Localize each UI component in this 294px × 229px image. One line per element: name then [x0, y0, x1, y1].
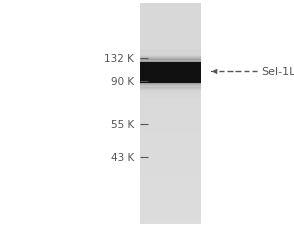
Bar — [140, 48, 201, 49]
Bar — [140, 52, 201, 56]
Bar — [140, 45, 201, 49]
Bar — [140, 180, 201, 184]
Bar — [140, 48, 201, 52]
Bar — [140, 158, 201, 162]
Bar — [140, 19, 201, 23]
Bar — [140, 61, 201, 63]
Bar — [140, 136, 201, 140]
Bar — [140, 111, 201, 114]
Bar — [140, 53, 201, 55]
Bar — [140, 188, 201, 191]
Bar — [140, 8, 201, 12]
Bar — [140, 89, 201, 93]
Bar — [140, 118, 201, 122]
Bar — [140, 107, 201, 111]
Text: 90 K: 90 K — [111, 76, 134, 86]
Text: 43 K: 43 K — [111, 152, 134, 162]
Bar — [140, 85, 201, 89]
Bar — [140, 88, 201, 89]
Bar — [140, 144, 201, 147]
Bar — [140, 90, 201, 92]
Bar — [140, 147, 201, 151]
Bar — [140, 56, 201, 60]
Bar — [140, 140, 201, 144]
Bar — [140, 91, 201, 93]
Bar — [140, 103, 201, 107]
Bar — [140, 15, 201, 19]
Bar — [140, 83, 201, 85]
Bar — [140, 199, 201, 202]
Bar — [140, 93, 201, 95]
Bar — [140, 95, 201, 96]
Bar — [140, 12, 201, 16]
Bar — [140, 202, 201, 206]
Bar — [140, 96, 201, 97]
Bar — [140, 92, 201, 96]
Bar — [140, 221, 201, 224]
Bar — [140, 70, 201, 74]
Bar — [140, 63, 201, 84]
Bar — [140, 169, 201, 173]
Bar — [140, 37, 201, 41]
Bar — [140, 213, 201, 217]
Bar — [140, 89, 201, 90]
Bar — [140, 87, 201, 88]
Bar — [140, 151, 201, 155]
Bar — [140, 85, 201, 87]
Bar — [140, 52, 201, 54]
Bar — [140, 60, 201, 62]
Bar — [140, 51, 201, 53]
Bar — [140, 57, 201, 58]
Bar — [140, 81, 201, 85]
Bar — [140, 41, 201, 45]
Bar — [140, 133, 201, 136]
Bar — [140, 97, 201, 98]
Bar — [140, 46, 201, 48]
Bar — [140, 78, 201, 82]
Bar — [140, 177, 201, 180]
Bar — [140, 34, 201, 38]
Bar — [140, 45, 201, 47]
Bar — [140, 84, 201, 86]
Text: 55 K: 55 K — [111, 120, 134, 130]
Bar — [140, 217, 201, 221]
Bar — [140, 59, 201, 63]
Bar — [140, 125, 201, 129]
Bar — [140, 56, 201, 57]
Bar — [140, 30, 201, 34]
Bar — [140, 59, 201, 61]
Bar — [140, 63, 201, 67]
Bar — [140, 74, 201, 78]
Bar — [140, 206, 201, 210]
Bar — [140, 166, 201, 169]
Bar — [140, 191, 201, 195]
Bar — [140, 162, 201, 166]
Bar — [140, 100, 201, 104]
Bar — [140, 26, 201, 30]
Bar — [140, 55, 201, 56]
Bar — [140, 5, 201, 224]
Bar — [140, 122, 201, 125]
Bar — [140, 92, 201, 94]
Bar — [140, 4, 201, 8]
Bar — [140, 114, 201, 118]
Text: 132 K: 132 K — [104, 53, 134, 63]
Bar — [140, 129, 201, 133]
Bar — [140, 49, 201, 50]
Bar — [140, 58, 201, 60]
Bar — [140, 96, 201, 100]
Bar — [140, 155, 201, 158]
Bar — [140, 67, 201, 71]
Bar — [140, 195, 201, 199]
Text: Sel-1L: Sel-1L — [262, 67, 294, 77]
Bar — [140, 210, 201, 213]
Bar — [140, 173, 201, 177]
Bar — [140, 98, 201, 100]
Bar — [140, 50, 201, 52]
Bar — [140, 184, 201, 188]
Bar — [140, 23, 201, 27]
Bar — [140, 99, 201, 101]
